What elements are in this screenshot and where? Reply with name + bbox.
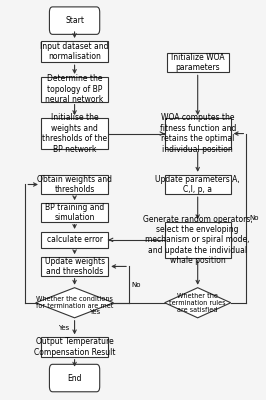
Text: Initialise the
weights and
thresholds of the
BP network: Initialise the weights and thresholds of… <box>42 114 107 154</box>
Bar <box>165 222 231 258</box>
Bar <box>41 175 108 194</box>
Text: Whether the conditions
for termination are met: Whether the conditions for termination a… <box>36 296 113 309</box>
Text: Generate random operators,
select the enveloping
mechanism or spiral mode,
and u: Generate random operators, select the en… <box>143 214 253 265</box>
Text: Yes: Yes <box>58 324 69 330</box>
Bar <box>41 257 108 276</box>
Bar <box>41 77 108 102</box>
FancyBboxPatch shape <box>49 7 100 34</box>
Text: Initialize WOA
parameters: Initialize WOA parameters <box>171 53 225 72</box>
Text: Whether the
termination rules
are satisfied: Whether the termination rules are satisf… <box>169 293 226 313</box>
Bar <box>41 118 108 149</box>
Bar <box>165 175 231 194</box>
Text: End: End <box>67 374 82 382</box>
Text: WOA computes the
fitness function and
retains the optimal
individual position: WOA computes the fitness function and re… <box>160 114 236 154</box>
Text: Update parameters A,
C,l, p, a: Update parameters A, C,l, p, a <box>155 175 240 194</box>
Text: Yes: Yes <box>89 309 101 315</box>
Text: Input dataset and
normalisation: Input dataset and normalisation <box>40 42 109 61</box>
Text: calculate error: calculate error <box>47 235 103 244</box>
Text: No: No <box>249 215 258 221</box>
Text: Update weights
and thresholds: Update weights and thresholds <box>44 257 105 276</box>
Text: Start: Start <box>65 16 84 25</box>
FancyBboxPatch shape <box>49 364 100 392</box>
Text: Output Temperature
Compensation Result: Output Temperature Compensation Result <box>34 337 115 357</box>
Polygon shape <box>165 288 231 318</box>
Bar <box>41 203 108 222</box>
Text: Determine the
topology of BP
neural network: Determine the topology of BP neural netw… <box>45 74 104 104</box>
Bar <box>165 118 231 149</box>
Bar <box>41 41 108 62</box>
Text: BP training and
simulation: BP training and simulation <box>45 203 104 222</box>
Bar <box>167 53 229 72</box>
Bar <box>41 337 108 357</box>
Text: No: No <box>132 282 141 288</box>
Text: Obtain weights and
thresholds: Obtain weights and thresholds <box>37 175 112 194</box>
Bar <box>41 232 108 248</box>
Polygon shape <box>36 288 114 318</box>
